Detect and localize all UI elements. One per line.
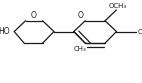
Text: CH₃: CH₃	[138, 29, 142, 35]
Text: HO: HO	[0, 27, 10, 36]
Text: OCH₃: OCH₃	[109, 3, 127, 9]
Text: O: O	[30, 11, 36, 20]
Text: CH₃: CH₃	[73, 46, 86, 52]
Text: O: O	[77, 11, 83, 20]
